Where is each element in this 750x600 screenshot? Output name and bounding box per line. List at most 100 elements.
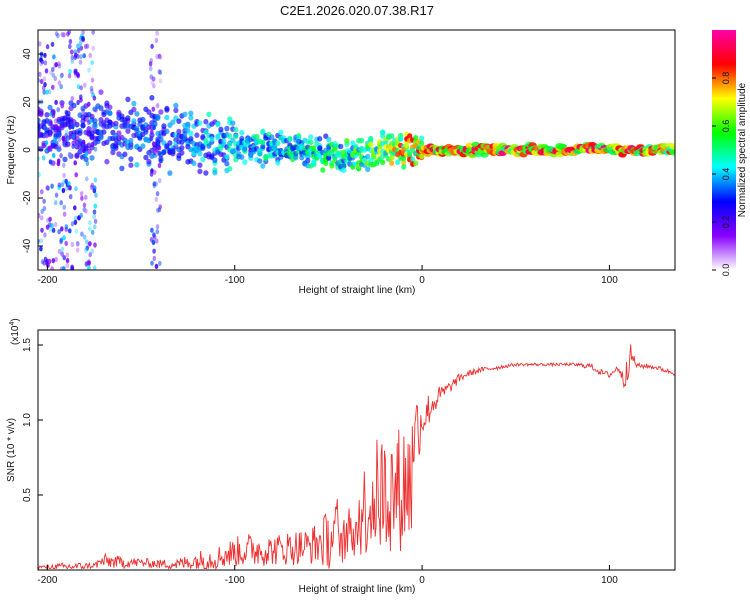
spectrogram-noise-cell (70, 95, 75, 102)
spectrogram-noise-cell (155, 224, 160, 230)
spectrogram-noise-cell (53, 136, 57, 142)
spectrogram-noise-cell (157, 145, 162, 151)
spectrogram-noise-cell (44, 146, 49, 152)
spectrogram-noise-cell (88, 252, 92, 258)
spectrogram-noise-cell (62, 162, 66, 168)
spectrogram-noise-cell (62, 266, 66, 270)
spectrogram-cell (182, 111, 188, 118)
snr-multiplier-base: (x10 (10, 325, 21, 345)
x-tick-label: -200 (37, 575, 57, 586)
spectrogram-noise-cell (68, 152, 73, 158)
spectrogram-cell (62, 156, 68, 163)
spectrogram-noise-cell (51, 72, 56, 78)
spectrogram-cell (206, 111, 212, 118)
spectrogram-noise-cell (88, 226, 92, 232)
spectrogram-noise-cell (42, 76, 47, 82)
spectrogram-noise-cell (74, 228, 79, 234)
spectrogram-cell (122, 151, 128, 158)
spectrogram-cell (185, 123, 191, 129)
colorbar-scale (712, 30, 736, 270)
spectrogram-noise-cell (45, 44, 50, 50)
spectrogram-cell (143, 154, 149, 161)
spectrogram-cell (137, 135, 143, 141)
spectrogram-noise-cell (81, 30, 85, 35)
spectrogram-noise-cell (43, 125, 47, 131)
snr-series-line (38, 344, 675, 570)
spectrogram-cell (404, 142, 410, 149)
spectrogram-cell (116, 109, 122, 116)
spectrogram-noise-cell (89, 124, 94, 130)
spectrogram-noise-cell (54, 62, 58, 68)
spectrogram-noise-cell (91, 30, 95, 35)
spectrogram-noise-cell (151, 106, 156, 112)
spectrogram-cell (257, 158, 263, 164)
spectrogram-cell (155, 114, 161, 120)
spectrogram-cell (311, 145, 317, 151)
spectrogram-noise-cell (155, 103, 160, 109)
spectrogram-noise-cell (54, 99, 58, 105)
spectrogram-noise-cell (76, 48, 81, 54)
spectrogram-cell (188, 110, 194, 117)
spectrogram-noise-cell (51, 152, 56, 158)
spectrogram-noise-cell (40, 259, 45, 265)
spectrogram-cell (224, 160, 230, 167)
spectrogram-noise-cell (93, 218, 98, 224)
spectrogram-noise-cell (50, 223, 54, 229)
spectrogram-cell (368, 157, 374, 164)
spectrogram-noise-cell (92, 214, 96, 220)
y-tick-label: 0 (22, 147, 33, 153)
spectrogram-noise-cell (39, 215, 44, 221)
spectrogram-noise-cell (57, 248, 62, 255)
spectrogram-noise-cell (71, 143, 75, 149)
spectrogram-noise-cell (92, 185, 97, 191)
spectrogram-cell (233, 126, 239, 133)
spectrogram-noise-cell (157, 162, 162, 169)
spectrogram-y-label: Frequency (Hz) (6, 116, 17, 185)
spectrogram-noise-cell (78, 40, 83, 46)
spectrogram-cell (113, 143, 119, 149)
spectrogram-noise-cell (76, 72, 80, 78)
spectrogram-noise-cell (65, 262, 70, 269)
spectrogram-noise-cell (40, 227, 44, 233)
spectrogram-noise-cell (149, 135, 154, 141)
spectrogram-cell (413, 135, 419, 141)
spectrogram-cell (158, 135, 164, 141)
snr-multiplier-exponent: 4 (9, 322, 16, 326)
spectrogram-noise-cell (87, 265, 91, 270)
x-tick-label: -200 (37, 275, 57, 286)
spectrogram-cell (215, 134, 221, 141)
spectrogram-cell (167, 140, 173, 146)
spectrogram-cell (260, 139, 266, 146)
spectrogram-noise-cell (38, 71, 42, 77)
spectrogram-noise-cell (85, 245, 89, 251)
spectrogram-noise-cell (41, 85, 46, 91)
spectrogram-noise-cell (43, 60, 48, 66)
spectrogram-cell (227, 116, 233, 122)
spectrogram-noise-cell (64, 109, 69, 115)
spectrogram-cell (365, 153, 371, 160)
spectrogram-cell (224, 153, 230, 160)
spectrogram-cell (44, 112, 50, 118)
spectrogram-noise-cell (154, 37, 159, 44)
spectrogram-cell (47, 129, 53, 136)
spectrogram-noise-cell (43, 52, 47, 58)
spectrogram-noise-cell (48, 130, 53, 136)
spectrogram-cell (92, 118, 98, 124)
colorbar-ticks: 0.0 0.2 0.4 0.6 0.8 (712, 72, 731, 276)
spectrogram-cell (368, 141, 374, 148)
spectrogram-cell (107, 104, 113, 111)
spectrogram-cell (146, 109, 152, 115)
spectrogram-noise-cell (79, 191, 84, 197)
spectrogram-noise-cell (54, 192, 59, 198)
y-tick-label: 40 (22, 48, 33, 60)
spectrogram-noise-cell (91, 45, 95, 51)
spectrogram-noise-cell (90, 60, 94, 66)
spectrogram-noise-cell (94, 192, 98, 198)
spectrogram-cell (197, 150, 203, 157)
spectrogram-noise-cell (64, 240, 68, 246)
spectrogram-cell (287, 135, 293, 142)
spectrogram-noise-cell (93, 224, 97, 230)
spectrogram-noise-cell (47, 145, 52, 151)
y-tick-label: 20 (22, 96, 33, 108)
spectrogram-noise-cell (75, 247, 80, 253)
